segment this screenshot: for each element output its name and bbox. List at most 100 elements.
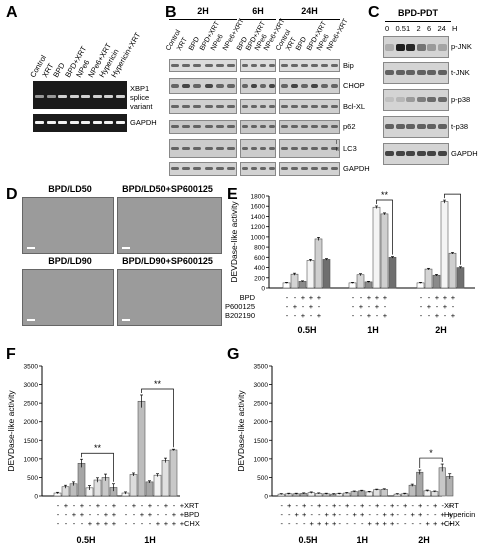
row-sign: - — [384, 501, 387, 510]
row-sign: + — [448, 501, 453, 510]
panel-d-letter: D — [6, 186, 18, 203]
panel-b-band — [300, 146, 308, 150]
row-sign: - — [281, 501, 284, 510]
panel-b-band — [204, 63, 213, 67]
panel-c-band — [437, 44, 447, 51]
panel-b-band — [268, 84, 275, 88]
row-sign: + — [325, 510, 330, 519]
y-tick-label: 200 — [254, 275, 265, 282]
panel-b-band — [241, 104, 248, 108]
row-sign: - — [442, 501, 445, 510]
row-sign: - — [89, 510, 92, 519]
micrograph-ld50-sp600125 — [117, 197, 222, 254]
row-sign: - — [281, 519, 284, 528]
y-tick-label: 1000 — [254, 456, 269, 463]
panel-b-band — [331, 104, 339, 108]
panel-b-blot — [240, 99, 276, 114]
bar — [365, 491, 373, 497]
row-sign: + — [80, 501, 85, 510]
panel-b-band — [331, 167, 339, 170]
panel-b-time-line — [169, 19, 237, 20]
row-sign: - — [428, 311, 431, 320]
bar — [93, 479, 102, 497]
y-tick-label: 0 — [261, 286, 265, 293]
row-sign: - — [141, 519, 144, 528]
row-sign: + — [448, 519, 453, 528]
panel-b-band — [250, 104, 257, 108]
panel-a-xbp1-band — [35, 95, 44, 98]
bar — [306, 260, 315, 289]
row-sign: + — [180, 501, 185, 510]
significance-marker: ** — [94, 443, 102, 453]
panel-b-blot — [240, 162, 276, 176]
bar — [388, 257, 397, 289]
panel-b-band — [170, 63, 179, 67]
panel-b-band — [268, 63, 275, 67]
panel-b-band — [321, 63, 329, 67]
panel-c-time-label: 2 — [416, 24, 421, 33]
row-sign: - — [288, 510, 291, 519]
row-sign: - — [165, 510, 168, 519]
panel-b-band — [300, 63, 308, 67]
significance-marker: ** — [449, 190, 457, 194]
row-sign: - — [369, 501, 372, 510]
row-label: SB202190 — [225, 311, 255, 320]
row-sign: - — [352, 311, 355, 320]
panel-c-band — [385, 70, 394, 75]
row-sign: - — [57, 519, 60, 528]
row-sign: - — [133, 519, 136, 528]
panel-c-band — [406, 97, 415, 102]
bar — [77, 463, 86, 497]
row-sign: + — [325, 519, 330, 528]
row-sign: - — [339, 519, 342, 528]
panel-b-band — [193, 146, 202, 150]
panel-a-gapdh-blot — [33, 114, 127, 132]
row-sign: + — [435, 311, 440, 320]
panel-c-band — [385, 124, 394, 129]
panel-b-band — [259, 146, 266, 150]
panel-b-band — [170, 167, 179, 170]
panel-b-band — [181, 167, 191, 170]
bar — [416, 471, 424, 497]
panel-b-blot — [279, 59, 340, 72]
panel-b-band — [215, 84, 225, 88]
significance-bracket — [444, 193, 461, 265]
panel-a-xbp1-band — [92, 95, 102, 98]
row-sign: + — [375, 501, 380, 510]
panel-b-band — [227, 167, 236, 170]
row-sign: - — [141, 501, 144, 510]
row-sign: + — [310, 519, 315, 528]
panel-a-gapdh-band — [35, 121, 44, 124]
row-sign: - — [97, 510, 100, 519]
row-sign: - — [352, 302, 355, 311]
row-sign: + — [302, 501, 307, 510]
row-sign: - — [57, 510, 60, 519]
row-sign: + — [383, 519, 388, 528]
panel-b-band — [268, 146, 275, 150]
panel-b-band — [181, 84, 191, 88]
panel-b-blot — [279, 162, 340, 176]
panel-b-lc3-mark-ii: II — [336, 147, 339, 153]
row-sign: + — [317, 293, 322, 302]
row-sign: + — [403, 501, 408, 510]
row-sign: + — [302, 510, 307, 519]
row-sign: + — [443, 293, 448, 302]
bar — [380, 213, 389, 289]
row-sign: - — [384, 302, 387, 311]
panel-b-band — [181, 125, 191, 128]
group-label: 1H — [356, 535, 368, 545]
panel-b-band — [300, 84, 308, 88]
panel-b-band — [280, 63, 288, 67]
row-sign: - — [296, 501, 299, 510]
row-sign: + — [367, 311, 372, 320]
row-sign: - — [427, 501, 430, 510]
panel-b-band — [204, 84, 213, 88]
row-sign: + — [112, 501, 117, 510]
panel-c-band — [395, 44, 405, 51]
row-sign: - — [157, 510, 160, 519]
panel-c-band-label: t-p38 — [451, 122, 469, 131]
panel-c-band — [416, 97, 426, 102]
panel-b-band — [250, 146, 257, 150]
row-sign: + — [64, 501, 69, 510]
row-sign: - — [397, 519, 400, 528]
